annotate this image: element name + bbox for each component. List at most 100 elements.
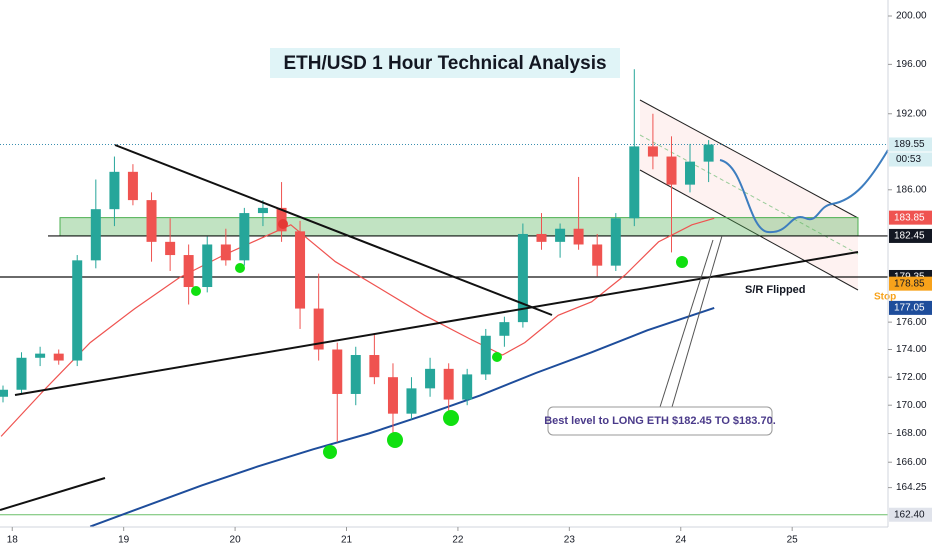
candle-body (313, 308, 324, 350)
candle-body (499, 322, 510, 336)
candle-body (369, 355, 380, 378)
channel-mid (639, 134, 859, 255)
price-tag-label: 178.85 (894, 278, 925, 289)
price-tag-label: 182.45 (894, 231, 925, 242)
candle-body (480, 335, 491, 375)
trendline (114, 144, 553, 316)
candle-body (517, 233, 528, 323)
marker (443, 410, 459, 426)
x-tick-label: 19 (118, 535, 130, 546)
candle-body (183, 255, 194, 288)
y-tick-label: 174.00 (896, 344, 927, 355)
y-tick-label: 192.00 (896, 108, 927, 119)
candle-body (555, 228, 566, 242)
candle-body (90, 209, 101, 261)
candle-body (53, 353, 64, 361)
candle-body (387, 377, 398, 414)
candle-body (35, 353, 46, 358)
candle-body (165, 241, 176, 256)
y-tick-label: 200.00 (896, 11, 927, 22)
candle-body (406, 388, 417, 414)
marker (387, 432, 403, 448)
annotation: Best level to LONG ETH $182.45 TO $183.7… (544, 415, 776, 427)
marker (492, 352, 502, 362)
x-tick-label: 25 (787, 535, 799, 546)
price-tag (889, 228, 932, 243)
y-tick-label: 186.00 (896, 184, 927, 195)
y-tick-label: 164.25 (896, 482, 927, 493)
moving-average (89, 306, 715, 528)
candle-body (16, 357, 27, 390)
y-tick-label: 172.00 (896, 372, 927, 383)
marker (323, 445, 337, 459)
candle-body (109, 171, 120, 210)
y-tick-label: 168.00 (896, 428, 927, 439)
candle-body (629, 146, 640, 219)
countdown-box (889, 152, 932, 167)
axes: 200.00 196.00 192.00 186.00 176.00 174.00 172.… (7, 11, 932, 546)
marker (676, 256, 688, 268)
candle-body (72, 260, 83, 361)
candle-body (666, 156, 677, 185)
price-tag (889, 300, 932, 315)
candle-body (703, 144, 714, 162)
candle-body (685, 161, 696, 185)
candle-body (220, 244, 231, 261)
title-box (270, 48, 620, 78)
candle-body (610, 218, 621, 266)
candle-body (443, 368, 454, 400)
candle-body (592, 244, 603, 266)
forecast-path (719, 149, 889, 234)
candle-body (239, 213, 250, 261)
y-tick-label: 176.00 (896, 317, 927, 328)
marker (191, 286, 201, 296)
pointer (671, 235, 723, 408)
candle-body (202, 244, 213, 288)
support-zone (59, 217, 859, 237)
x-tick-label: 23 (564, 535, 576, 546)
price-tag-label: 183.85 (894, 212, 925, 223)
y-tick-label: 166.00 (896, 457, 927, 468)
price-tag (889, 276, 932, 291)
annotation: S/R Flipped (745, 284, 806, 296)
chart-title: ETH/USD 1 Hour Technical Analysis (283, 53, 606, 74)
moving-average (0, 217, 715, 437)
countdown: 00:53 (896, 154, 921, 165)
x-tick-label: 24 (675, 535, 687, 546)
y-tick-label: 170.00 (896, 400, 927, 411)
candle-body (146, 200, 157, 242)
price-tag-label: 189.55 (894, 139, 925, 150)
annotation-box (547, 406, 773, 436)
x-tick-label: 18 (7, 535, 19, 546)
pointer (659, 239, 714, 408)
channel (640, 100, 858, 290)
candle-body (295, 231, 306, 309)
y-tick-label: 196.00 (896, 59, 927, 70)
candle-body (332, 349, 343, 394)
x-tick-label: 20 (230, 535, 242, 546)
price-tag (889, 507, 932, 522)
channel-bottom (639, 169, 859, 291)
drawings (0, 99, 888, 516)
x-tick-label: 21 (341, 535, 353, 546)
candle-body (127, 171, 138, 201)
trendline (0, 477, 106, 511)
channel-top (639, 99, 859, 219)
candle-body (350, 355, 361, 394)
trendline (14, 251, 859, 396)
x-tick-label: 22 (452, 535, 464, 546)
price-tag (889, 210, 932, 225)
price-tag-label: 177.05 (894, 303, 925, 314)
candle-body (425, 368, 436, 389)
candle-body (573, 228, 584, 245)
overlays: ETH/USD 1 Hour Technical Analysis S/R Fl… (0, 48, 896, 511)
price-tag (889, 137, 932, 152)
price-tag-label: 162.40 (894, 509, 925, 520)
marker (235, 263, 245, 273)
annotation: Stop (874, 292, 896, 303)
marker (278, 219, 288, 229)
plot (0, 69, 715, 528)
candle-body (0, 389, 9, 397)
